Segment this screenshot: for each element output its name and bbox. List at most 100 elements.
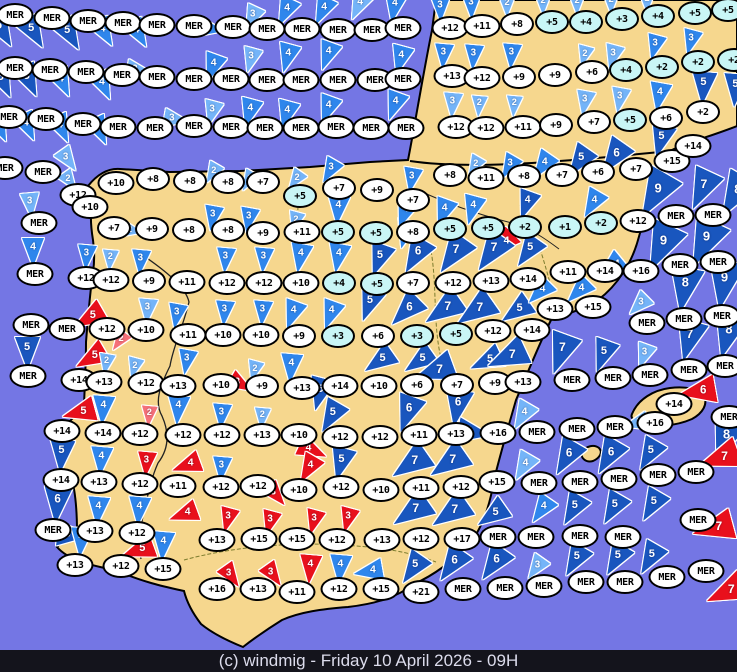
temperature-station-label: +4 — [641, 4, 675, 28]
sea-station-label: MER — [657, 204, 695, 228]
temperature-station-label: +5 — [359, 221, 393, 245]
sea-station-label: MER — [606, 570, 644, 594]
wind-speed-value: 3 — [345, 510, 351, 522]
temperature-station-label: +12 — [118, 521, 156, 545]
temperature-station-label: +2 — [645, 55, 679, 79]
wind-speed-value: 2 — [118, 333, 124, 344]
wind-speed-value: 3 — [437, 0, 443, 11]
wind-speed-value: 4 — [297, 247, 304, 259]
wind-speed-value: 4 — [187, 457, 194, 469]
wind-speed-value: 7 — [411, 453, 419, 467]
wind-speed-value: 4 — [470, 199, 477, 211]
wind-speed-value: 4 — [99, 76, 105, 88]
wind-speed-value: 3 — [638, 296, 644, 308]
temperature-station-label: +5 — [613, 108, 647, 132]
temperature-station-label: +5 — [535, 10, 569, 34]
temperature-station-label: +4 — [569, 10, 603, 34]
temperature-station-label: +11 — [402, 476, 440, 500]
temperature-station-label: +13 — [437, 422, 475, 446]
wind-speed-value: 5 — [650, 495, 657, 508]
temperature-station-label: +5 — [711, 0, 737, 22]
wind-speed-value: 3 — [225, 510, 231, 522]
temperature-station-label: +16 — [622, 259, 660, 283]
temperature-station-label: +9 — [538, 63, 572, 87]
wind-speed-value: 5 — [139, 542, 146, 555]
temperature-station-label: +5 — [283, 184, 317, 208]
sea-station-label: MER — [706, 354, 737, 378]
sea-station-label: MER — [352, 116, 390, 140]
wind-speed-value: 4 — [307, 459, 314, 471]
sea-station-label: MER — [596, 415, 634, 439]
wind-speed-value: 6 — [451, 553, 458, 567]
wind-speed-value: 6 — [699, 383, 707, 397]
temperature-station-label: +12 — [245, 271, 283, 295]
temperature-station-label: +12 — [92, 268, 130, 292]
sea-station-label: MER — [248, 68, 286, 92]
sea-station-label: MER — [64, 112, 102, 136]
wind-speed-value: 5 — [516, 301, 523, 314]
sea-station-label: MER — [104, 11, 142, 35]
wind-speed-value: 4 — [210, 57, 217, 69]
sea-station-label: MER — [0, 3, 34, 27]
sea-station-label: MER — [282, 116, 320, 140]
temperature-station-label: +10 — [280, 423, 318, 447]
sea-station-label: MER — [677, 460, 715, 484]
temperature-station-label: +13 — [283, 376, 321, 400]
wind-speed-value: 3 — [259, 303, 266, 315]
sea-station-label: MER — [31, 58, 69, 82]
sea-station-label: MER — [0, 156, 24, 180]
temperature-station-label: +12 — [202, 475, 240, 499]
wind-speed-value: 3 — [143, 454, 150, 466]
wind-speed-value: 3 — [210, 208, 216, 220]
temperature-station-label: +12 — [208, 271, 246, 295]
wind-speed-value: 2 — [476, 97, 482, 108]
wind-speed-value: 5 — [487, 352, 494, 365]
wind-speed-value: 4 — [305, 442, 312, 454]
wind-speed-value: 6 — [0, 18, 2, 31]
wind-speed-value: 4 — [325, 99, 332, 111]
wind-speed-value: 7 — [449, 452, 457, 466]
wind-speed-value: 3 — [267, 566, 274, 578]
temperature-station-label: +13 — [76, 519, 114, 543]
wind-speed-value: 4 — [160, 535, 167, 547]
wind-speed-value: 5 — [658, 129, 665, 142]
wind-speed-value: 3 — [169, 112, 175, 124]
sea-station-label: MER — [282, 68, 320, 92]
wind-speed-value: 2 — [504, 0, 510, 8]
wind-speed-value: 4 — [524, 194, 531, 206]
temperature-station-label: +2 — [584, 211, 618, 235]
temperature-station-label: +11 — [283, 220, 321, 244]
temperature-station-label: +15 — [278, 527, 316, 551]
temperature-station-label: +1 — [548, 215, 582, 239]
sea-station-label: MER — [12, 313, 50, 337]
temperature-station-label: +11 — [278, 580, 316, 604]
sea-station-label: MER — [319, 68, 357, 92]
temperature-station-label: +8 — [211, 170, 245, 194]
wind-speed-value: 4 — [321, 1, 327, 13]
temperature-station-label: +7 — [246, 170, 280, 194]
sea-station-label: MER — [553, 368, 591, 392]
wind-speed-value: 4 — [398, 49, 405, 61]
wind-speed-value: 2 — [107, 251, 113, 262]
wind-speed-value: 4 — [23, 117, 29, 129]
temperature-station-label: +10 — [242, 323, 280, 347]
temperature-station-label: +9 — [539, 113, 573, 137]
temperature-station-label: +5 — [321, 220, 355, 244]
wind-speed-value: 4 — [540, 500, 547, 512]
sea-station-label: MER — [384, 67, 422, 91]
wind-speed-value: 3 — [144, 301, 151, 313]
wind-speed-value: 5 — [91, 349, 98, 362]
temperature-station-label: +7 — [545, 163, 579, 187]
sea-station-label: MER — [34, 518, 72, 542]
temperature-station-label: +7 — [619, 157, 653, 181]
sea-station-label: MER — [518, 420, 556, 444]
temperature-station-label: +10 — [71, 195, 109, 219]
temperature-station-label: +12 — [442, 475, 480, 499]
temperature-station-label: +11 — [400, 423, 438, 447]
temperature-station-label: +7 — [396, 188, 430, 212]
temperature-station-label: +9 — [245, 374, 279, 398]
temperature-station-label: +2 — [681, 50, 715, 74]
wind-speed-value: 5 — [700, 76, 707, 89]
temperature-station-label: +12 — [121, 472, 159, 496]
temperature-station-label: +13 — [85, 370, 123, 394]
